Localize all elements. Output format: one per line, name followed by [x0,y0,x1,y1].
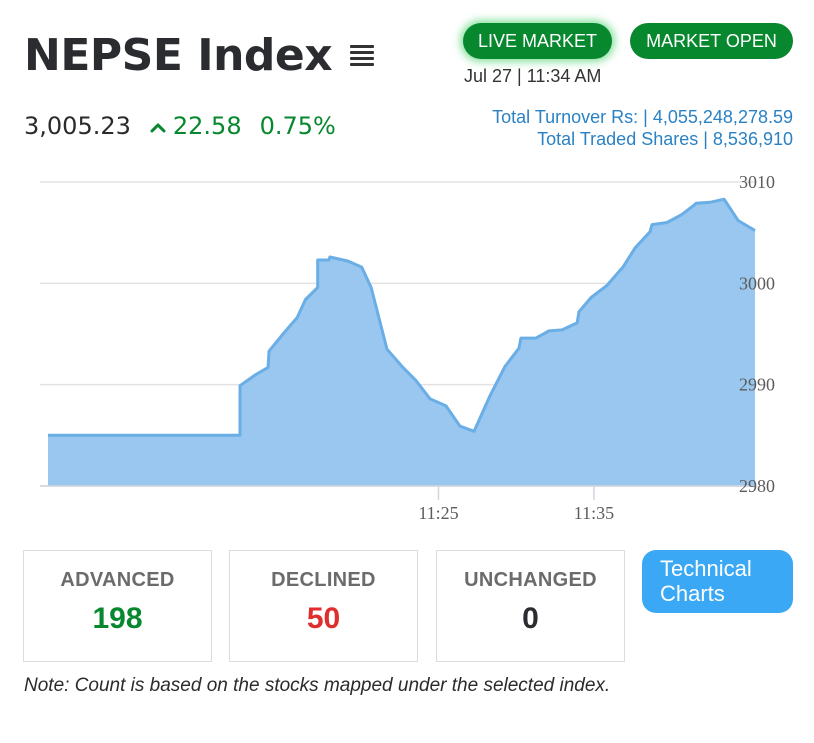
declined-label: DECLINED [271,569,376,591]
page-title: NEPSE Index [24,30,333,81]
caret-up-icon [150,123,166,133]
change-percent: 0.75% [259,112,336,140]
unchanged-value: 0 [522,602,539,635]
technical-charts-label-line1: Technical [660,556,752,581]
technical-charts-button[interactable]: Technical Charts [642,550,793,613]
turnover-summary: Total Turnover Rs: | 4,055,248,278.59 To… [492,106,793,150]
title-row: NEPSE Index [24,30,375,81]
total-turnover: Total Turnover Rs: | 4,055,248,278.59 [492,107,793,127]
live-market-badge[interactable]: LIVE MARKET [463,23,612,59]
declined-card: DECLINED 50 [229,550,418,662]
y-tick-label: 2980 [739,476,775,496]
y-tick-label: 3010 [739,172,775,192]
footnote: Note: Count is based on the stocks mappe… [24,675,611,696]
index-area-chart[interactable]: 3010 3000 2990 2980 11:25 11:35 [0,160,814,530]
series-line [48,197,756,437]
hamburger-menu-icon[interactable] [350,44,375,67]
unchanged-card: UNCHANGED 0 [436,550,625,662]
y-tick-label: 2990 [739,375,775,395]
y-tick-label: 3000 [739,273,775,293]
advanced-label: ADVANCED [60,569,175,591]
x-tick-label: 11:25 [418,503,458,523]
area-fill [48,199,755,486]
total-traded-shares: Total Traded Shares | 8,536,910 [537,129,793,149]
change-value: 22.58 [172,112,242,140]
index-stats: 3,005.23 22.58 0.75% [24,112,336,140]
index-value: 3,005.23 [24,112,131,140]
timestamp: Jul 27 | 11:34 AM [464,66,602,86]
advanced-value: 198 [92,602,143,635]
advanced-card: ADVANCED 198 [23,550,212,662]
technical-charts-label-line2: Charts [660,581,725,606]
market-open-badge: MARKET OPEN [630,23,793,59]
x-tick-label: 11:35 [574,503,614,523]
declined-value: 50 [306,602,341,635]
unchanged-label: UNCHANGED [464,569,597,591]
